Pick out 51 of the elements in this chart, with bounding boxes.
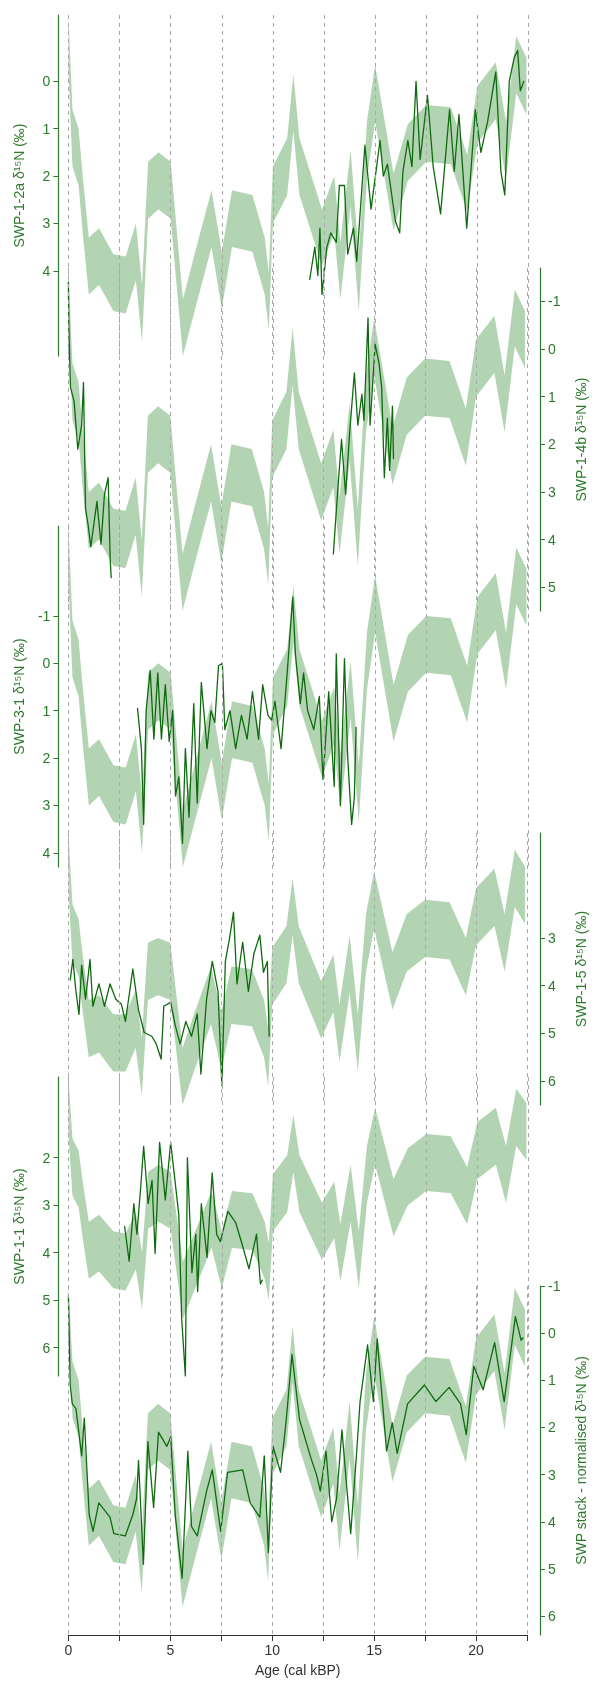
y-axis-title: SWP-3-1 δ¹⁵N (‰): [11, 638, 28, 755]
y-tick-label: 2: [42, 1150, 51, 1167]
x-tick-label: 0: [64, 1642, 73, 1658]
line-series: [309, 49, 525, 295]
y-tick-label: 1: [548, 388, 556, 405]
y-tick-label: 6: [42, 1339, 51, 1356]
y-tick-label: 3: [42, 797, 51, 814]
y-tick-label: 0: [548, 340, 556, 357]
y-axis-title: SWP-1-4b δ¹⁵N (‰): [573, 376, 589, 502]
y-tick-label: 0: [42, 72, 51, 89]
y-tick-label: 4: [548, 1513, 556, 1530]
y-axis-title: SWP-1-1 δ¹⁵N (‰): [11, 1168, 28, 1286]
y-tick-label: 4: [42, 262, 51, 279]
y-axis-title: SWP-1-2a δ¹⁵N (‰): [11, 123, 28, 248]
y-tick-label: 0: [548, 1325, 556, 1342]
y-tick-label: 5: [548, 578, 556, 595]
y-tick-label: 2: [548, 435, 556, 452]
x-axis-title: Age (cal kBP): [254, 1662, 341, 1678]
y-tick-label: 6: [548, 1073, 556, 1090]
y-axis-title: SWP-1-5 δ¹⁵N (‰): [573, 910, 589, 1028]
y-tick-label: -1: [37, 608, 51, 625]
line-series: [69, 911, 270, 1087]
y-tick-label: 4: [548, 531, 556, 548]
x-tick-label: 15: [366, 1642, 383, 1658]
y-tick-label: -1: [548, 1278, 561, 1294]
line-series: [123, 1142, 263, 1378]
y-tick-label: 3: [548, 483, 556, 500]
y-tick-label: 2: [42, 167, 51, 184]
y-tick-label: 3: [42, 1197, 51, 1214]
y-tick-label: 3: [42, 215, 51, 231]
y-tick-label: 4: [42, 1244, 51, 1261]
y-tick-label: 2: [42, 750, 51, 767]
x-tick-label: 5: [166, 1642, 175, 1658]
y-tick-label: 5: [548, 1025, 556, 1042]
y-tick-label: 4: [42, 845, 51, 862]
y-tick-label: 2: [548, 1419, 556, 1436]
y-tick-label: 3: [548, 929, 556, 946]
y-tick-label: 0: [42, 655, 51, 672]
y-tick-label: 1: [548, 1372, 556, 1389]
y-axis-title: SWP stack - normalised δ¹⁵N (‰): [573, 1356, 589, 1565]
y-tick-label: 5: [42, 1292, 51, 1309]
y-tick-label: 3: [548, 1466, 556, 1483]
x-tick-label: 10: [264, 1642, 281, 1658]
y-tick-label: 6: [548, 1608, 556, 1625]
y-tick-label: -1: [548, 292, 561, 309]
y-tick-label: 1: [42, 120, 51, 137]
x-tick-label: 20: [468, 1642, 485, 1658]
y-tick-label: 1: [42, 703, 51, 720]
y-tick-label: 5: [548, 1560, 556, 1577]
y-tick-label: 4: [548, 977, 556, 994]
line-series: [136, 596, 357, 845]
